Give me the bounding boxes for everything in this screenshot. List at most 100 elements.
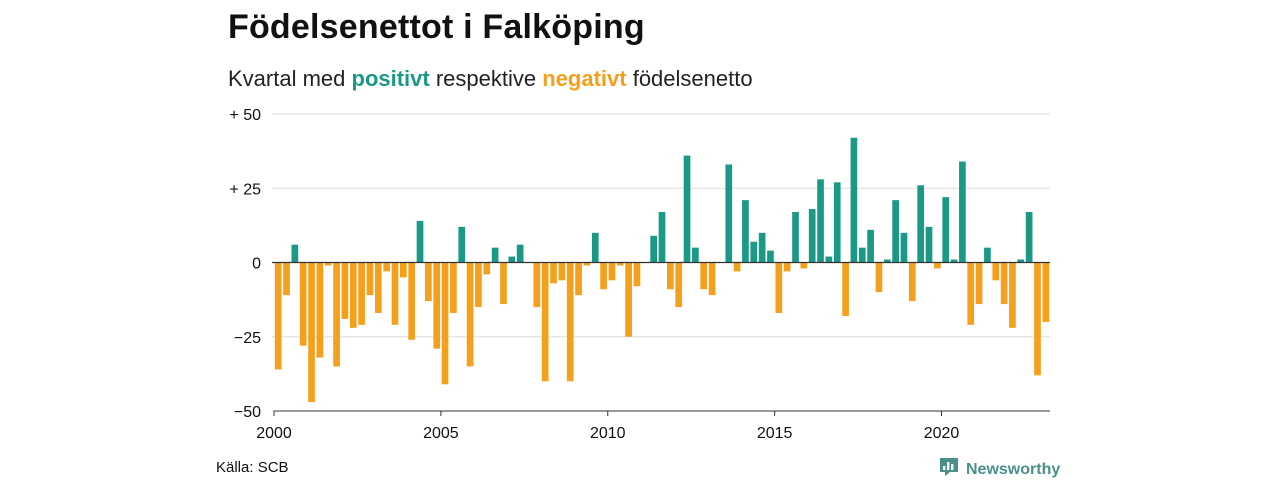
bar-positive bbox=[491, 247, 499, 263]
bar-negative bbox=[733, 262, 741, 272]
subtitle-positive-word: positivt bbox=[351, 66, 430, 91]
bar-negative bbox=[550, 262, 557, 284]
bar-positive bbox=[1017, 259, 1025, 263]
bar-negative bbox=[633, 262, 641, 287]
bar-negative bbox=[908, 262, 916, 302]
bar-negative bbox=[316, 262, 324, 358]
bar-positive bbox=[925, 226, 933, 263]
bar-positive bbox=[792, 212, 799, 263]
bar-negative bbox=[875, 262, 883, 293]
bar-positive bbox=[850, 137, 858, 263]
bar-positive bbox=[1025, 212, 1033, 263]
x-tick-label: 2020 bbox=[924, 425, 960, 442]
bar-negative bbox=[667, 262, 674, 290]
x-tick-label: 2015 bbox=[757, 425, 793, 442]
bar-negative bbox=[992, 262, 1000, 281]
y-tick-label: + 50 bbox=[229, 107, 261, 124]
bar-positive bbox=[867, 229, 874, 263]
bar-negative bbox=[608, 262, 616, 281]
bar-negative bbox=[533, 262, 541, 308]
x-tick-label: 2000 bbox=[256, 425, 292, 442]
bar-negative bbox=[616, 262, 624, 266]
bar-negative bbox=[433, 262, 441, 349]
bar-negative bbox=[349, 262, 357, 328]
bar-positive bbox=[767, 250, 774, 263]
bar-negative bbox=[583, 262, 591, 266]
bar-negative bbox=[283, 262, 290, 296]
bar-positive bbox=[825, 256, 833, 263]
bar-positive bbox=[516, 244, 524, 263]
axes: + 50 + 25 0 −25 −50 2000 2005 2010 2015 2020 bbox=[229, 107, 1050, 442]
bar-negative bbox=[708, 262, 716, 296]
bar-negative bbox=[558, 262, 566, 281]
y-tick-label: + 25 bbox=[229, 181, 261, 198]
brand[interactable]: Newsworthy bbox=[938, 456, 1060, 483]
subtitle-prefix: Kvartal med bbox=[228, 66, 352, 91]
bar-negative bbox=[775, 262, 783, 313]
bar-negative bbox=[541, 262, 549, 382]
bar-negative bbox=[800, 262, 808, 269]
bar-negative bbox=[475, 262, 482, 308]
bar-negative bbox=[383, 262, 390, 272]
bar-negative bbox=[274, 262, 282, 370]
x-tick-label: 2005 bbox=[423, 425, 459, 442]
bar-negative bbox=[374, 262, 382, 313]
bar-positive bbox=[858, 247, 866, 263]
bar-negative bbox=[575, 262, 582, 296]
chart-title: Födelsenettot i Falköping bbox=[228, 8, 645, 46]
bar-negative bbox=[600, 262, 607, 290]
bar-negative bbox=[441, 262, 449, 385]
bar-negative bbox=[324, 262, 332, 266]
newsworthy-logo-icon bbox=[938, 456, 960, 483]
bar-negative bbox=[391, 262, 399, 325]
bar-negative bbox=[783, 262, 791, 272]
bar-positive bbox=[725, 164, 733, 263]
bar-positive bbox=[883, 259, 891, 263]
bar-positive bbox=[959, 161, 966, 263]
bar-negative bbox=[675, 262, 683, 308]
bar-negative bbox=[566, 262, 574, 382]
bar-negative bbox=[299, 262, 307, 346]
bar-negative bbox=[408, 262, 416, 340]
bar-positive bbox=[900, 232, 908, 263]
bar-positive bbox=[808, 209, 816, 263]
bars bbox=[274, 137, 1050, 403]
bar-positive bbox=[683, 155, 691, 263]
bar-positive bbox=[458, 226, 466, 263]
bar-negative bbox=[466, 262, 474, 367]
bar-positive bbox=[658, 212, 666, 263]
bar-negative bbox=[366, 262, 374, 296]
bar-negative bbox=[1034, 262, 1041, 376]
bar-positive bbox=[650, 235, 657, 263]
subtitle-middle: respektive bbox=[429, 66, 543, 91]
subtitle-negative-word: negativt bbox=[542, 66, 627, 91]
bar-negative bbox=[1000, 262, 1008, 305]
bar-positive bbox=[917, 185, 925, 263]
x-tick-label: 2010 bbox=[590, 425, 626, 442]
bar-negative bbox=[341, 262, 349, 319]
bar-negative bbox=[700, 262, 708, 290]
bar-negative bbox=[333, 262, 340, 367]
bar-negative bbox=[450, 262, 457, 313]
bar-negative bbox=[358, 262, 365, 325]
bar-negative bbox=[425, 262, 432, 302]
bar-negative bbox=[483, 262, 491, 275]
bar-positive bbox=[508, 256, 516, 263]
bar-negative bbox=[625, 262, 632, 337]
subtitle-suffix: födelsenetto bbox=[626, 66, 753, 91]
y-tick-label: −50 bbox=[234, 404, 261, 421]
bar-positive bbox=[942, 197, 950, 263]
source-note: Källa: SCB bbox=[216, 459, 289, 476]
bar-positive bbox=[742, 200, 749, 263]
bar-positive bbox=[833, 182, 841, 263]
bar-negative bbox=[1009, 262, 1016, 328]
bar-negative bbox=[934, 262, 941, 269]
bar-positive bbox=[758, 232, 766, 263]
bar-positive bbox=[892, 200, 899, 263]
brand-name: Newsworthy bbox=[966, 460, 1061, 478]
chart-subtitle: Kvartal med positivt respektive negativt… bbox=[228, 66, 753, 92]
bar-negative bbox=[500, 262, 507, 305]
bar-positive bbox=[984, 247, 991, 263]
bar-positive bbox=[416, 220, 424, 263]
